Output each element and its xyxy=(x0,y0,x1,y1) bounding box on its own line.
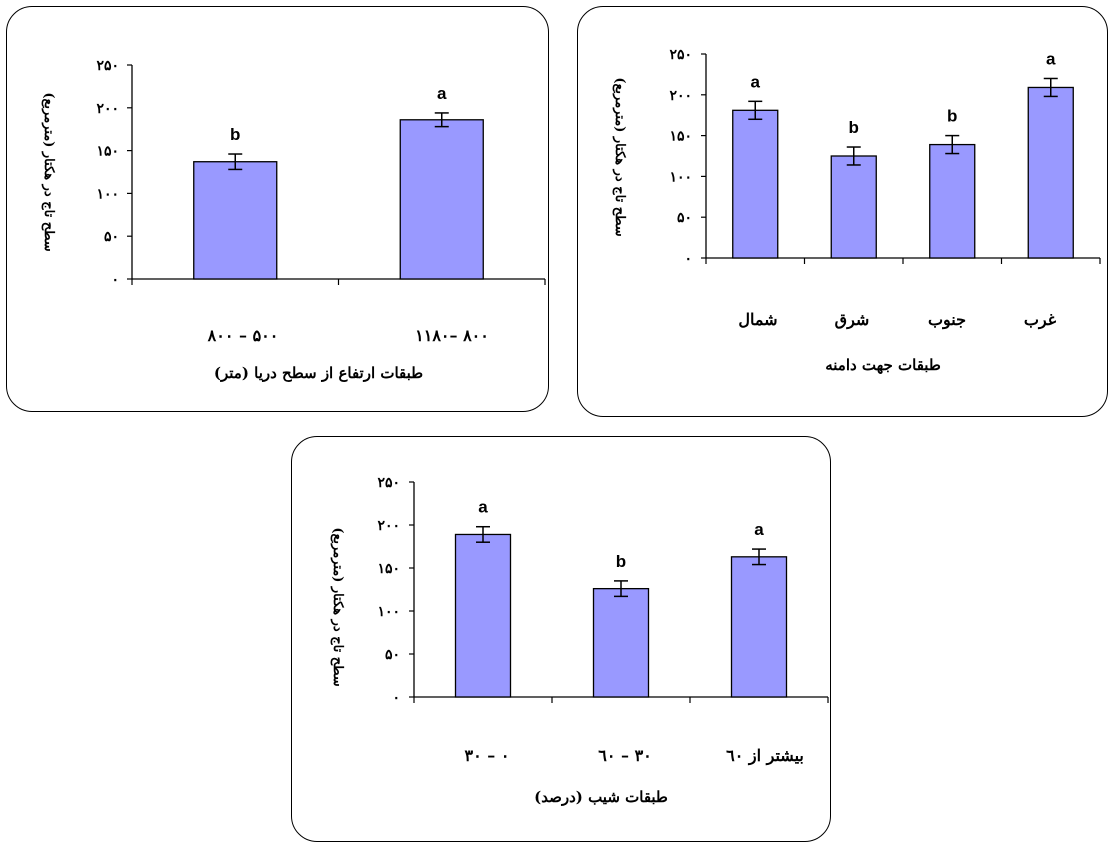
chart-slope: ۰ ۵۰ ۱۰۰ ۱۵۰ ۲۰۰ ۲۵۰ a b a ۰ – ۳۰ ۳۰ – ٦۰ بیشتر از … xyxy=(330,475,829,806)
y-tick-label: ۵۰ xyxy=(104,229,119,245)
x-axis-title: طبقات جهت دامنه xyxy=(825,356,941,374)
y-tick-label: ۲۵۰ xyxy=(96,58,119,74)
significance-letter: a xyxy=(1046,49,1056,68)
y-tick-label: ۵۰ xyxy=(385,647,400,663)
x-tick-label: بیشتر از ٦۰ xyxy=(726,746,804,766)
y-axis-title: سطح تاج در هکتار (مترمربع) xyxy=(330,527,345,686)
x-axis-title: طبقات شیب (درصد) xyxy=(534,788,668,806)
y-tick-label: ۲۵۰ xyxy=(377,475,400,491)
chart-elevation: ۰ ۵۰ ۱۰۰ ۱۵۰ ۲۰۰ ۲۵۰ b a ۵۰۰ – ۸۰۰ ۸۰۰ –۱۱۸۰ طبقات… xyxy=(41,58,546,382)
bar xyxy=(1027,86,1074,259)
y-tick-label: ۱۵۰ xyxy=(377,561,400,577)
y-tick-label: ۱۵۰ xyxy=(669,129,692,145)
chart-panel-slope: ۰ ۵۰ ۱۰۰ ۱۵۰ ۲۰۰ ۲۵۰ a b a ۰ – ۳۰ ۳۰ – ٦۰ بیشتر از … xyxy=(291,436,831,842)
x-tick-label: ۰ – ۳۰ xyxy=(465,746,510,765)
significance-letter: a xyxy=(478,498,488,517)
significance-letter: b xyxy=(230,125,240,144)
y-tick-label: ۰ xyxy=(392,690,400,706)
bar xyxy=(592,587,650,698)
significance-letter: a xyxy=(751,72,761,91)
y-tick-label: ۲۰۰ xyxy=(669,88,692,104)
significance-letter: a xyxy=(437,84,447,103)
chart-aspect: ۰ ۵۰ ۱۰۰ ۱۵۰ ۲۰۰ ۲۵۰ a b b a شمال شرق جنوب غرب طبقات ج… xyxy=(612,47,1101,374)
y-tick-label: ۱۰۰ xyxy=(377,604,400,620)
y-axis-title: سطح تاج در هکتار (مترمربع) xyxy=(612,77,627,236)
bar xyxy=(730,556,788,698)
x-tick-label: شرق xyxy=(835,310,870,330)
y-tick-label: ۰ xyxy=(111,272,119,288)
significance-letter: b xyxy=(849,118,859,137)
y-tick-label: ۲۰۰ xyxy=(96,101,119,117)
bar xyxy=(929,143,976,259)
x-tick-label: جنوب xyxy=(928,310,966,330)
y-tick-label: ۲۰۰ xyxy=(377,518,400,534)
bar xyxy=(830,155,877,259)
bar xyxy=(454,533,512,698)
y-tick-label: ۱۵۰ xyxy=(96,144,119,160)
y-axis-title: سطح تاج در هکتار (مترمربع) xyxy=(41,92,56,251)
x-tick-label: غرب xyxy=(1024,310,1057,330)
x-axis-title: طبقات ارتفاع از سطح دریا (متر) xyxy=(214,364,423,382)
x-tick-label: ۵۰۰ – ۸۰۰ xyxy=(207,326,279,345)
bar xyxy=(732,109,779,259)
significance-letter: a xyxy=(754,520,764,539)
bar xyxy=(399,119,484,280)
significance-letter: b xyxy=(947,107,957,126)
y-tick-label: ۱۰۰ xyxy=(96,186,119,202)
significance-letter: b xyxy=(616,552,626,571)
y-tick-label: ۵۰ xyxy=(677,210,692,226)
x-tick-label: شمال xyxy=(738,310,777,329)
y-tick-label: ۰ xyxy=(684,251,692,267)
y-tick-label: ۱۰۰ xyxy=(669,169,692,185)
chart-panel-elevation: ۰ ۵۰ ۱۰۰ ۱۵۰ ۲۰۰ ۲۵۰ b a ۵۰۰ – ۸۰۰ ۸۰۰ –۱۱۸۰ طبقات… xyxy=(6,6,549,412)
x-tick-label: ۳۰ – ٦۰ xyxy=(598,746,652,765)
bar xyxy=(193,161,278,280)
y-tick-label: ۲۵۰ xyxy=(669,47,692,63)
x-tick-label: ۸۰۰ –۱۱۸۰ xyxy=(415,326,489,345)
chart-panel-aspect: ۰ ۵۰ ۱۰۰ ۱۵۰ ۲۰۰ ۲۵۰ a b b a شمال شرق جنوب غرب طبقات ج… xyxy=(577,6,1108,417)
